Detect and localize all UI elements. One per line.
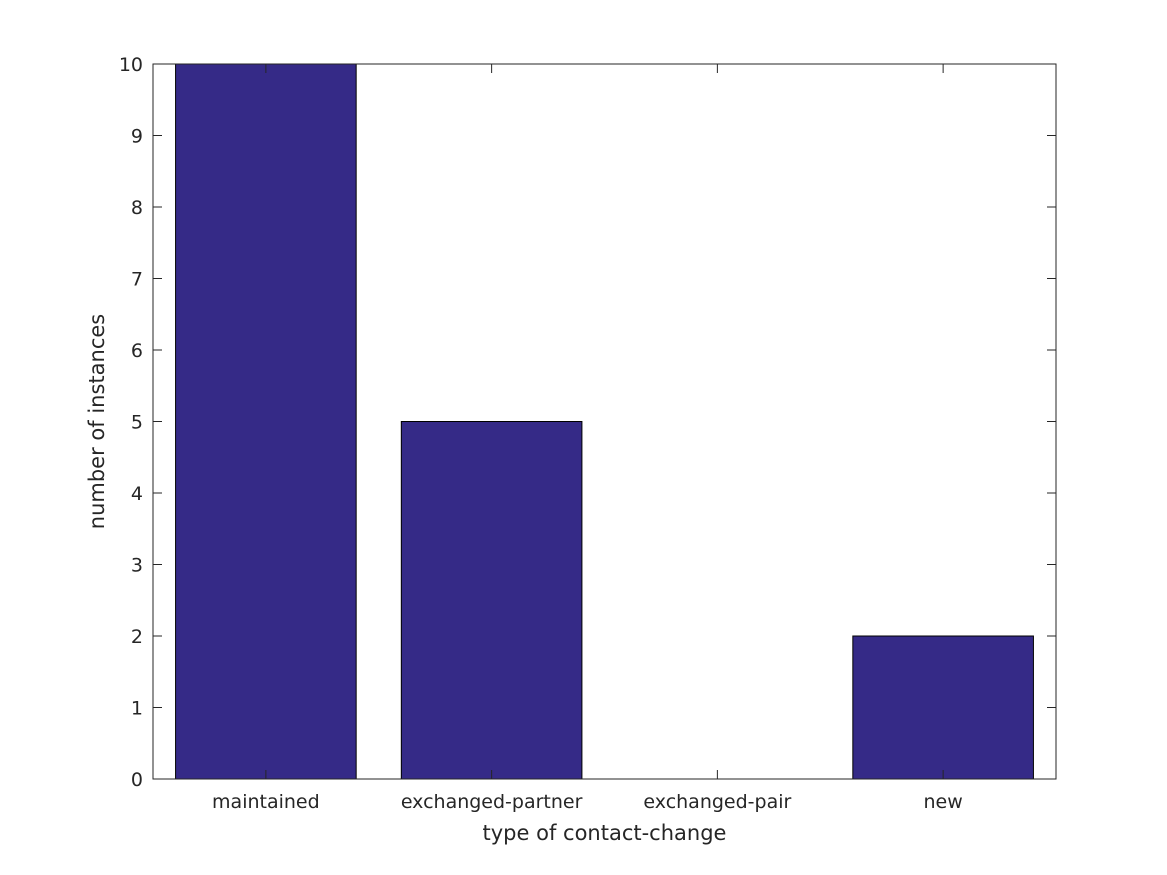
ticks-group: maintained exchanged-partner exchanged-pai… <box>119 54 1056 813</box>
x-tick-label: exchanged-partner <box>401 791 583 813</box>
y-tick-label: 2 <box>131 626 143 648</box>
y-tick-label: 6 <box>131 340 143 362</box>
y-axis-label: number of instances <box>85 314 109 529</box>
x-tick-label: new <box>923 791 962 813</box>
x-tick-label: maintained <box>212 791 320 813</box>
bar-maintained <box>175 63 357 780</box>
y-tick-label: 9 <box>131 126 143 148</box>
bar-new <box>852 635 1034 780</box>
bars-group <box>175 63 1034 780</box>
y-tick-label: 0 <box>131 769 143 791</box>
bar-exchanged-partner <box>400 421 583 780</box>
y-tick-label: 8 <box>131 197 143 219</box>
y-tick-label: 3 <box>131 555 143 577</box>
y-tick-label: 5 <box>131 412 143 434</box>
y-tick-label: 4 <box>131 483 143 505</box>
y-tick-label: 1 <box>131 698 143 720</box>
y-tick-label: 7 <box>131 269 143 291</box>
y-tick-label: 10 <box>119 54 143 76</box>
x-tick-label: exchanged-pair <box>643 791 791 813</box>
plot-frame <box>152 63 1057 780</box>
x-axis-label: type of contact-change <box>483 821 727 845</box>
